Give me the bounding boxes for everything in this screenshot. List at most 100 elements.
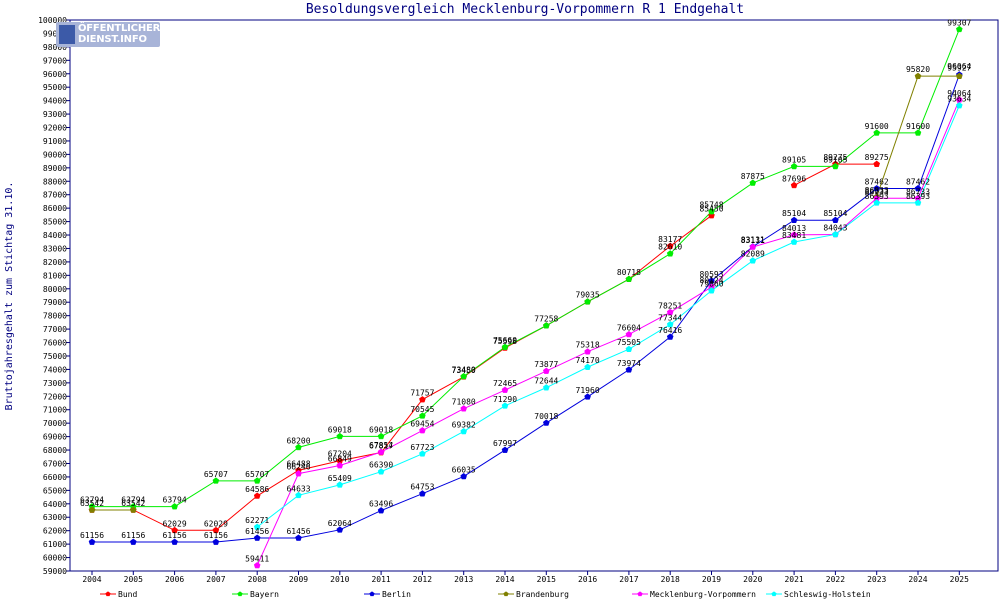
data-label: 62271	[245, 516, 269, 525]
data-label: 66849	[328, 455, 352, 464]
y-tick-label: 74000	[43, 365, 67, 374]
data-label: 86733	[906, 187, 930, 196]
legend-marker	[637, 591, 643, 597]
y-tick-label: 59000	[43, 567, 67, 576]
data-point	[460, 472, 468, 480]
data-label: 86833	[865, 186, 889, 195]
data-point	[708, 208, 715, 215]
data-label: 69382	[452, 420, 476, 429]
data-point	[336, 462, 344, 469]
data-point	[377, 432, 385, 440]
y-tick-label: 72000	[43, 392, 67, 401]
data-point	[501, 446, 509, 453]
data-point	[212, 526, 220, 534]
data-label: 91600	[906, 122, 930, 131]
x-tick-label: 2011	[371, 575, 390, 584]
data-label: 75505	[617, 338, 641, 347]
data-point	[914, 72, 922, 79]
data-point	[295, 491, 302, 499]
legend-label: Bayern	[250, 590, 279, 599]
data-label: 71080	[452, 398, 476, 407]
y-tick-label: 100000	[38, 16, 67, 25]
data-point	[625, 345, 633, 352]
data-point	[790, 238, 798, 245]
data-label: 62064	[328, 519, 352, 528]
data-label: 87696	[782, 174, 806, 183]
y-tick-label: 95000	[43, 83, 67, 92]
data-label: 87462	[906, 177, 930, 186]
data-point	[749, 257, 757, 264]
x-tick-label: 2023	[867, 575, 886, 584]
data-point	[377, 448, 385, 455]
data-label: 82089	[741, 250, 765, 259]
data-point	[790, 216, 798, 223]
data-label: 73877	[534, 360, 558, 369]
data-label: 89275	[865, 153, 889, 162]
legend-marker	[369, 591, 375, 597]
y-tick-label: 80000	[43, 285, 67, 294]
data-label: 93634	[947, 95, 971, 104]
data-point	[88, 538, 96, 545]
x-tick-label: 2021	[784, 575, 803, 584]
y-tick-label: 66000	[43, 473, 67, 482]
data-label: 63794	[121, 496, 145, 505]
data-point	[584, 363, 591, 370]
data-label: 64753	[410, 483, 434, 492]
data-point	[129, 506, 137, 513]
x-tick-label: 2018	[661, 575, 680, 584]
series-line	[256, 99, 960, 566]
y-tick-label: 75000	[43, 352, 67, 361]
data-label: 67997	[493, 439, 517, 448]
data-label: 73480	[452, 365, 476, 374]
y-tick-label: 87000	[43, 191, 67, 200]
data-label: 75660	[493, 336, 517, 345]
data-label: 83481	[782, 231, 806, 240]
y-tick-label: 67000	[43, 459, 67, 468]
data-label: 77344	[658, 313, 682, 322]
data-label: 99307	[947, 18, 971, 27]
data-point	[419, 396, 426, 403]
data-label: 86393	[865, 192, 889, 201]
data-point	[336, 481, 344, 488]
data-label: 62029	[163, 519, 187, 528]
y-tick-label: 83000	[43, 244, 67, 253]
data-label: 68200	[286, 436, 310, 445]
data-label: 77258	[534, 315, 558, 324]
data-label: 80124	[699, 276, 723, 285]
data-label: 89105	[823, 155, 847, 164]
data-point	[295, 534, 302, 541]
data-point	[708, 277, 715, 284]
data-label: 94064	[947, 89, 971, 98]
data-label: 83177	[658, 235, 682, 244]
data-label: 79860	[699, 280, 723, 289]
y-tick-label: 71000	[43, 406, 67, 415]
data-point	[501, 386, 509, 393]
x-tick-label: 2024	[908, 575, 927, 584]
y-tick-label: 85000	[43, 218, 67, 227]
data-label: 61156	[121, 531, 145, 540]
data-label: 83111	[741, 236, 765, 245]
y-tick-label: 63000	[43, 513, 67, 522]
data-point	[625, 366, 633, 373]
data-point	[955, 102, 963, 109]
data-label: 70545	[410, 405, 434, 414]
y-tick-label: 81000	[43, 271, 67, 280]
data-label: 84013	[782, 224, 806, 233]
data-point	[955, 72, 963, 79]
data-label: 96064	[947, 62, 971, 71]
logo-mark-icon	[59, 25, 75, 44]
data-point	[295, 470, 302, 477]
data-label: 69018	[369, 425, 393, 434]
data-point	[336, 526, 344, 533]
data-label: 61156	[204, 531, 228, 540]
data-point	[625, 330, 633, 338]
data-point	[295, 443, 302, 451]
y-tick-label: 91000	[43, 137, 67, 146]
chart-title: Besoldungsvergleich Mecklenburg-Vorpomme…	[306, 2, 744, 17]
data-label: 78251	[658, 301, 682, 310]
data-label: 86733	[865, 187, 889, 196]
x-tick-label: 2017	[619, 575, 638, 584]
legend-label: Berlin	[382, 590, 411, 599]
data-label: 72644	[534, 377, 558, 386]
data-point	[873, 199, 881, 206]
